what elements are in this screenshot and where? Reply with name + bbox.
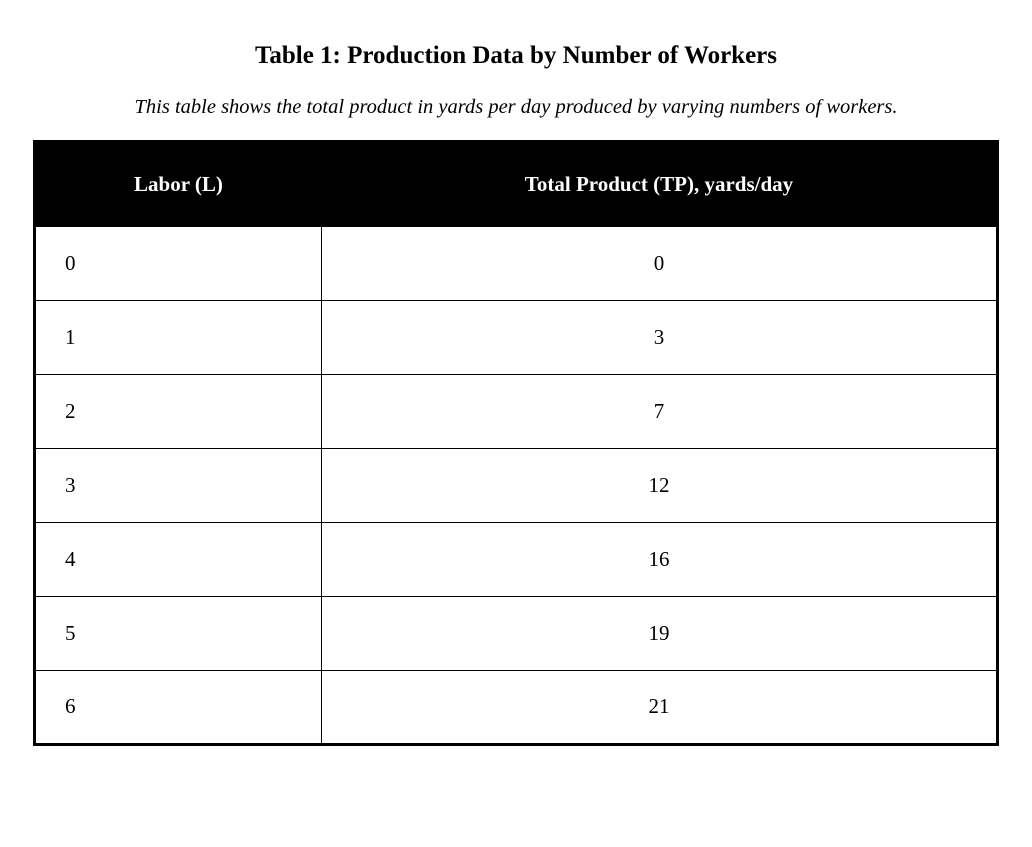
labor-cell: 4 bbox=[34, 521, 322, 597]
page: Table 1: Production Data by Number of Wo… bbox=[0, 41, 1032, 746]
header-row: Labor (L) Total Product (TP), yards/day bbox=[34, 140, 999, 227]
table-row: 4 16 bbox=[34, 521, 999, 597]
total-product-cell: 21 bbox=[320, 669, 999, 745]
column-header-total-product: Total Product (TP), yards/day bbox=[320, 140, 999, 227]
table-row: 5 19 bbox=[34, 595, 999, 671]
labor-cell: 5 bbox=[34, 595, 322, 671]
table-caption: This table shows the total product in ya… bbox=[134, 96, 898, 118]
total-product-cell: 7 bbox=[320, 373, 999, 449]
table-body: 0 0 1 3 2 7 3 12 4 16 5 19 6 21 bbox=[34, 225, 999, 745]
total-product-cell: 3 bbox=[320, 299, 999, 375]
total-product-cell: 12 bbox=[320, 447, 999, 523]
labor-cell: 2 bbox=[34, 373, 322, 449]
labor-cell: 1 bbox=[34, 299, 322, 375]
labor-cell: 0 bbox=[34, 225, 322, 301]
page-title: Table 1: Production Data by Number of Wo… bbox=[254, 42, 778, 69]
table-row: 3 12 bbox=[34, 447, 999, 523]
total-product-cell: 19 bbox=[320, 595, 999, 671]
column-header-labor: Labor (L) bbox=[34, 140, 322, 227]
labor-cell: 3 bbox=[34, 447, 322, 523]
production-table: Labor (L) Total Product (TP), yards/day … bbox=[33, 139, 999, 746]
total-product-cell: 0 bbox=[320, 225, 999, 301]
total-product-cell: 16 bbox=[320, 521, 999, 597]
labor-cell: 6 bbox=[34, 669, 322, 745]
table-row: 6 21 bbox=[34, 669, 999, 745]
